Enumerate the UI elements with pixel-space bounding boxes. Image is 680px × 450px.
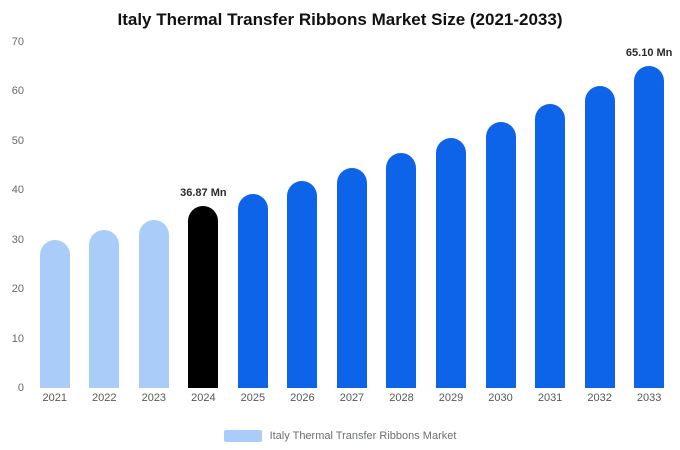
bar-slot-2027 (327, 42, 377, 388)
y-axis-label: 70 (11, 36, 24, 48)
y-axis-label: 20 (11, 283, 24, 296)
bar-2030 (485, 122, 516, 388)
bar-2021 (39, 240, 70, 388)
x-axis-label-2022: 2022 (92, 392, 117, 404)
y-axis-label: 60 (11, 85, 24, 98)
y-axis-label: 0 (17, 382, 24, 394)
bar-2022 (89, 230, 120, 388)
bar-2028 (386, 153, 417, 388)
y-axis-label: 30 (11, 233, 24, 246)
bar-slot-2024: 36.87 Mn (179, 42, 229, 388)
bar-2031 (535, 104, 566, 388)
legend-label: Italy Thermal Transfer Ribbons Market (269, 430, 457, 442)
x-axis-label-2027: 2027 (339, 392, 365, 404)
bar-slot-2026 (278, 42, 328, 388)
bar-2026 (287, 181, 318, 388)
bar-2032 (584, 86, 615, 388)
y-axis: 0 10 20 30 40 50 60 70 (0, 36, 26, 394)
bar-2025 (237, 194, 268, 388)
x-axis-label-2028: 2028 (389, 392, 414, 404)
bar-2023 (138, 220, 169, 388)
bar-2033 (634, 66, 665, 388)
legend-swatch (223, 430, 262, 442)
bar-slot-2022 (80, 42, 130, 388)
x-axis-label-2026: 2026 (290, 392, 315, 404)
bar-slot-2023 (129, 42, 179, 388)
x-axis-label-2023: 2023 (141, 392, 167, 404)
bar-2027 (336, 168, 367, 388)
bar-value-label-2024: 36.87 Mn (180, 187, 227, 199)
x-axis-label-2029: 2029 (438, 392, 464, 404)
chart-title: Italy Thermal Transfer Ribbons Market Si… (117, 10, 563, 29)
x-axis-label-2033: 2033 (636, 392, 662, 404)
bar-slot-2029 (426, 42, 476, 388)
x-axis-label-2024: 2024 (191, 392, 216, 404)
y-axis-label: 10 (11, 332, 24, 345)
bar-slot-2031 (525, 42, 575, 388)
x-axis-label-2025: 2025 (240, 392, 266, 404)
bar-value-label-2033: 65.10 Mn (625, 47, 673, 59)
y-axis-label: 50 (11, 134, 24, 147)
bar-slot-2021 (30, 42, 80, 388)
bar-slot-2032 (575, 42, 625, 388)
bar-slot-2033: 65.10 Mn (624, 42, 674, 388)
legend: Italy Thermal Transfer Ribbons Market (0, 430, 680, 442)
bar-slot-2028 (377, 42, 427, 388)
x-axis-label-2021: 2021 (42, 392, 67, 404)
bar-slot-2025 (228, 42, 278, 388)
x-axis-label-2032: 2032 (587, 392, 612, 404)
x-axis: 2021 2022 2023 2024 2025 2026 2027 2028 2029 2030… (30, 392, 674, 404)
bar-slot-2030 (476, 42, 526, 388)
bar-2024 (188, 206, 219, 388)
plot-area: 36.87 Mn 65.10 Mn (30, 42, 674, 388)
x-axis-label-2030: 2030 (488, 392, 513, 404)
bar-2029 (436, 138, 467, 388)
y-axis-label: 40 (11, 184, 24, 197)
x-axis-label-2031: 2031 (537, 392, 563, 404)
